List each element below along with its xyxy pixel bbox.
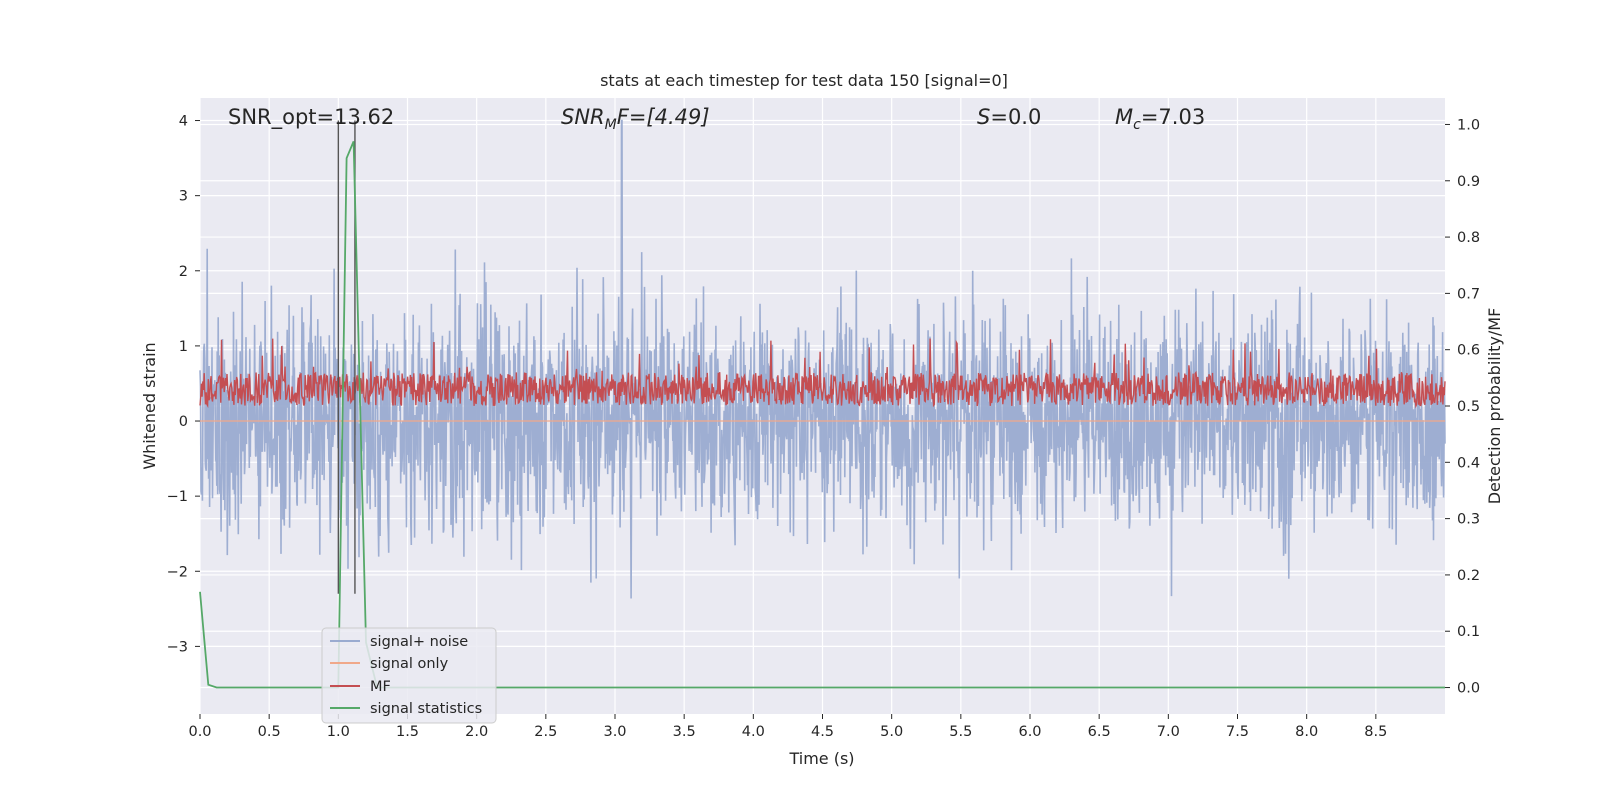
y-tick-label: −2 <box>167 564 188 580</box>
annotation-snr-opt: SNR_opt=13.62 <box>228 105 394 130</box>
y2-tick-label: 0.5 <box>1457 399 1480 415</box>
y2-tick-label: 0.1 <box>1457 624 1480 640</box>
y-axis-ticks: 4 3 2 1 0 −1 −2 −3 <box>167 114 200 655</box>
x-tick-label: 0.5 <box>258 724 281 740</box>
x-tick-label: 2.0 <box>465 724 488 740</box>
series-mf <box>199 338 1446 409</box>
annotation-snr-mf: SNRMF=[4.49] <box>561 105 710 133</box>
y-tick-label: 2 <box>179 264 188 280</box>
annotation-mc-symbol: M <box>1115 105 1133 129</box>
y2-tick-label: 0.4 <box>1457 455 1480 471</box>
signal-noise-line <box>199 119 1446 599</box>
y2-tick-label: 0.0 <box>1457 681 1480 697</box>
legend-box <box>321 627 497 724</box>
annotation-s-symbol: S <box>977 105 990 129</box>
legend-label-signal-statistics: signal statistics <box>370 701 482 717</box>
y2-tick-label: 0.7 <box>1457 286 1480 302</box>
y-axis-label: Whitened strain <box>140 342 159 469</box>
annotation-snr-mf-value: F=[4.49] <box>617 105 710 129</box>
mf-line <box>199 338 1446 409</box>
x-axis-ticks: 0.0 0.5 1.0 1.5 2.0 2.5 3.0 3.5 4.0 4.5 5.0 5.5 6.0 6… <box>188 714 1387 740</box>
annotation-snr-mf-subscript: M <box>605 117 617 133</box>
legend: signal+ noise signal only MF signal stat… <box>321 627 497 724</box>
annotation-mc-subscript: c <box>1133 117 1141 133</box>
legend-label-mf: MF <box>370 679 391 695</box>
annotation-mc: Mc=7.03 <box>1115 105 1205 133</box>
y2-tick-label: 1.0 <box>1457 117 1480 133</box>
x-tick-label: 5.0 <box>880 724 903 740</box>
x-tick-label: 2.5 <box>534 724 557 740</box>
y2-tick-label: 0.3 <box>1457 512 1480 528</box>
x-tick-label: 8.5 <box>1364 724 1387 740</box>
x-tick-label: 6.0 <box>1018 724 1041 740</box>
annotation-snr-mf-symbol: SNR <box>561 105 605 129</box>
x-tick-label: 3.5 <box>673 724 696 740</box>
x-tick-label: 1.5 <box>396 724 419 740</box>
x-tick-label: 7.5 <box>1226 724 1249 740</box>
x-tick-label: 4.5 <box>811 724 834 740</box>
y2-tick-label: 0.2 <box>1457 568 1480 584</box>
y2-tick-label: 0.6 <box>1457 343 1480 359</box>
y-tick-label: 0 <box>179 414 188 430</box>
chart-title: stats at each timestep for test data 150… <box>600 71 1008 90</box>
annotation-s-value: =0.0 <box>990 105 1041 129</box>
y-tick-label: 4 <box>179 114 188 130</box>
x-tick-label: 7.0 <box>1157 724 1180 740</box>
x-tick-label: 0.0 <box>188 724 211 740</box>
y-tick-label: −1 <box>167 489 188 505</box>
x-tick-label: 4.0 <box>742 724 765 740</box>
series-signal-noise <box>199 119 1446 599</box>
y-tick-label: 3 <box>179 189 188 205</box>
y2-axis-label: Detection probability/MF <box>1485 308 1504 505</box>
y-tick-label: −3 <box>167 639 188 655</box>
annotation-mc-value: =7.03 <box>1141 105 1205 129</box>
x-tick-label: 3.0 <box>603 724 626 740</box>
y2-axis-ticks: 1.0 0.9 0.8 0.7 0.6 0.5 0.4 0.3 0.2 0.1 0.0 <box>1445 117 1480 697</box>
x-tick-label: 6.5 <box>1088 724 1111 740</box>
x-tick-label: 8.0 <box>1295 724 1318 740</box>
x-axis-label: Time (s) <box>788 749 854 768</box>
annotation-s: S=0.0 <box>977 105 1041 129</box>
legend-label-signal-only: signal only <box>370 656 449 672</box>
x-tick-label: 1.0 <box>327 724 350 740</box>
x-tick-label: 5.5 <box>949 724 972 740</box>
y2-tick-label: 0.8 <box>1457 230 1480 246</box>
annotations: SNR_opt=13.62 SNRMF=[4.49] S=0.0 Mc=7.03 <box>228 105 1205 133</box>
y-tick-label: 1 <box>179 339 188 355</box>
y2-tick-label: 0.9 <box>1457 174 1480 190</box>
legend-label-signal-noise: signal+ noise <box>370 634 468 650</box>
